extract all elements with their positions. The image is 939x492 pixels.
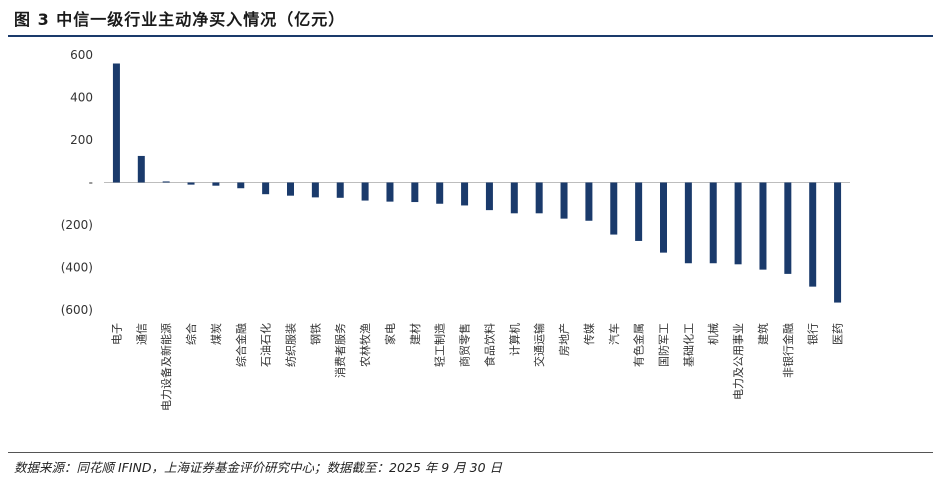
x-tick-label: 医药 [832,323,845,345]
x-tick-label: 国防军工 [657,323,671,367]
bar [311,182,319,198]
x-tick-label: 煤炭 [210,323,223,345]
x-tick-label: 建材 [408,323,422,345]
bar [436,182,444,204]
x-tick-label: 传媒 [583,323,596,345]
x-tick-label: 综合金融 [234,323,248,367]
x-tick-label: 钢铁 [309,323,322,345]
bar [684,182,692,264]
x-tick-label: 计算机 [507,323,521,356]
x-tick-label: 农林牧渔 [358,323,372,367]
bar [336,182,344,198]
y-tick-label: 600 [70,48,93,62]
x-tick-label: 机械 [706,323,720,345]
bar-series [112,63,842,303]
bar [262,182,270,195]
x-tick-label: 消费者服务 [333,323,347,378]
bar [212,182,220,186]
title-divider [8,35,933,37]
y-tick-label: (600) [61,303,93,317]
x-tick-label: 有色金属 [632,323,646,367]
y-axis: 600 400 200 - (200) (400) (600) [61,48,93,317]
bar [834,182,842,303]
figure-title: 图 3 中信一级行业主动净买入情况（亿元） [14,10,346,29]
source-note: 数据来源：同花顺 IFIND，上海证券基金评价研究中心；数据截至：2025 年 … [14,460,503,475]
y-tick-label: 400 [70,91,93,105]
x-tick-label: 基础化工 [681,323,695,367]
bar [461,182,469,206]
bar [709,182,717,264]
y-tick-label: (400) [61,261,93,275]
bar [734,182,742,265]
x-tick-label: 纺织服装 [284,323,298,367]
x-tick-label: 商贸零售 [458,323,472,367]
x-tick-label: 非银行金融 [781,323,795,378]
bar [809,182,817,287]
bar [112,63,120,183]
x-tick-label: 建筑 [756,323,770,345]
bar [237,182,245,189]
bar [485,182,493,211]
bar [187,182,195,185]
bar [610,182,618,235]
bar [585,182,593,221]
bar [386,182,394,202]
x-tick-label: 家电 [383,323,397,345]
bar [535,182,543,214]
x-tick-label: 汽车 [607,323,621,345]
bar [784,182,792,274]
x-axis-labels: 电子 通信 电力设备及新能源 综合 煤炭 综合金融 石油石化 纺织服装 钢铁 消费者服务 农林牧渔家… [110,323,844,411]
x-tick-label: 综合 [184,323,198,345]
x-tick-label: 电力设备及新能源 [159,323,173,411]
x-tick-label: 通信 [135,323,148,345]
x-tick-label: 电力及公用事业 [732,323,745,400]
footer-divider [8,452,933,453]
bar [635,182,643,241]
x-tick-label: 交通运输 [532,323,546,367]
x-tick-label: 石油石化 [259,323,273,367]
y-tick-label: (200) [61,218,93,232]
x-tick-label: 食品饮料 [482,323,496,367]
bar [759,182,767,270]
x-tick-label: 银行 [806,323,820,345]
bar [510,182,518,214]
bar [411,182,419,203]
x-tick-label: 电子 [110,323,123,345]
bar [287,182,294,196]
bar [162,181,170,183]
bar [361,182,369,201]
x-tick-label: 轻工制造 [433,323,447,367]
bar [660,182,667,253]
bar [560,182,568,219]
y-tick-label: - [89,176,93,190]
bar [137,155,145,183]
y-tick-label: 200 [70,133,93,147]
x-tick-label: 房地产 [557,323,571,356]
